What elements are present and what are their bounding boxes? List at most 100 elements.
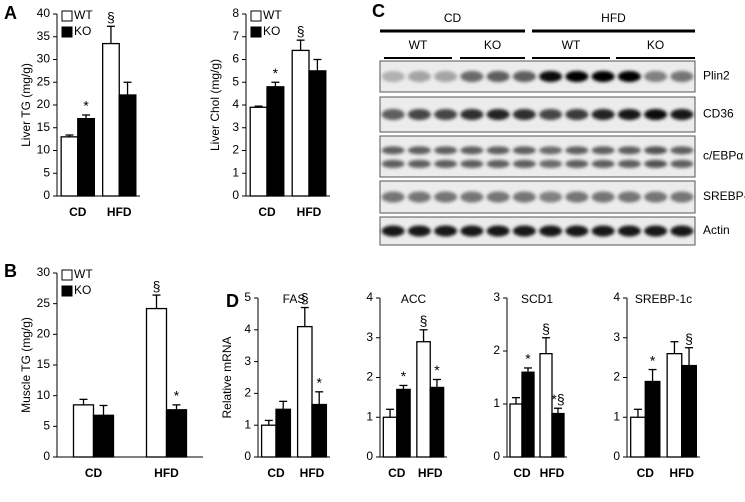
blot-band bbox=[407, 71, 431, 82]
blot-band bbox=[539, 109, 563, 120]
x-tick-label: CD bbox=[267, 466, 285, 480]
annotation: § bbox=[542, 320, 550, 336]
bar bbox=[509, 403, 523, 458]
y-tick-label: 1 bbox=[366, 409, 373, 423]
x-tick-label: HFD bbox=[418, 466, 443, 480]
panel-letter: C bbox=[372, 1, 385, 21]
y-tick-label: 0 bbox=[43, 449, 50, 463]
blot-group-label: HFD bbox=[601, 11, 626, 25]
bar bbox=[260, 424, 277, 458]
blot-band bbox=[486, 146, 510, 155]
blot-band bbox=[512, 109, 536, 120]
x-tick-label: CD bbox=[69, 205, 87, 219]
blot-band bbox=[460, 146, 484, 155]
y-tick-label: 5 bbox=[244, 290, 251, 304]
y-tick-label: 40 bbox=[37, 6, 51, 20]
bar bbox=[102, 42, 120, 197]
blot-band bbox=[460, 191, 484, 203]
y-axis-label: Liver Chol (mg/g) bbox=[208, 59, 222, 151]
bar bbox=[249, 106, 268, 197]
blot-band bbox=[644, 146, 668, 155]
blot-band bbox=[460, 109, 484, 120]
y-tick-label: 8 bbox=[232, 6, 239, 20]
annotation: § bbox=[153, 278, 161, 294]
legend-swatch bbox=[250, 26, 262, 38]
blot-band bbox=[381, 109, 405, 120]
y-tick-label: 2 bbox=[366, 370, 373, 384]
blot-band bbox=[591, 71, 615, 82]
annotation: * bbox=[434, 362, 440, 378]
blot-band bbox=[486, 71, 510, 82]
y-tick-label: 1 bbox=[613, 409, 620, 423]
annotation: * bbox=[525, 351, 531, 367]
y-tick-label: 0 bbox=[43, 188, 50, 202]
blot-band bbox=[617, 191, 641, 203]
bar bbox=[416, 341, 431, 458]
annotation: * bbox=[316, 375, 322, 391]
x-tick-label: CD bbox=[637, 466, 655, 480]
blot-band bbox=[512, 191, 536, 203]
panel-letter: D bbox=[226, 291, 239, 311]
bar bbox=[72, 404, 95, 458]
legend-label: WT bbox=[74, 267, 93, 281]
y-tick-label: 5 bbox=[232, 74, 239, 88]
legend-label: WT bbox=[263, 8, 282, 22]
x-tick-label: HFD bbox=[540, 466, 565, 480]
blot-band bbox=[434, 71, 458, 82]
y-axis-label: Liver TG (mg/g) bbox=[19, 63, 33, 147]
bar bbox=[666, 352, 683, 458]
blot-strip bbox=[379, 216, 696, 246]
annotation: § bbox=[107, 9, 115, 25]
blot-band bbox=[644, 159, 668, 168]
y-tick-label: 4 bbox=[613, 290, 620, 304]
blot-band bbox=[591, 146, 615, 155]
blot-band bbox=[591, 191, 615, 203]
blot-band bbox=[539, 146, 563, 155]
blot-band bbox=[644, 191, 668, 203]
blot-band bbox=[486, 159, 510, 168]
x-tick-label: HFD bbox=[300, 466, 325, 480]
legend-swatch bbox=[61, 10, 73, 22]
blot-band-label: Actin bbox=[703, 223, 730, 237]
blot-band bbox=[565, 159, 589, 168]
x-tick-label: HFD bbox=[297, 205, 322, 219]
blot-band bbox=[434, 191, 458, 203]
annotation: § bbox=[685, 330, 693, 346]
blot-band-label: Plin2 bbox=[703, 69, 730, 83]
blot-band bbox=[460, 159, 484, 168]
blot-band bbox=[460, 225, 484, 237]
blot-band bbox=[381, 225, 405, 237]
y-tick-label: 1 bbox=[244, 417, 251, 431]
blot-band bbox=[591, 109, 615, 120]
chart-title: SREBP-1c bbox=[635, 292, 692, 306]
blot-band bbox=[486, 109, 510, 120]
blot-band bbox=[565, 225, 589, 237]
legend-swatch bbox=[61, 285, 73, 297]
blot-strip bbox=[379, 180, 696, 214]
blot-band bbox=[565, 146, 589, 155]
blot-band-label: CD36 bbox=[703, 107, 734, 121]
blot-band bbox=[670, 225, 694, 237]
legend-swatch bbox=[250, 10, 262, 22]
legend-swatch bbox=[61, 26, 73, 38]
legend-swatch bbox=[61, 269, 73, 281]
blot-band bbox=[434, 146, 458, 155]
blot-band bbox=[512, 146, 536, 155]
legend-label: KO bbox=[74, 24, 91, 38]
bar bbox=[266, 86, 285, 197]
bar bbox=[296, 325, 313, 458]
x-tick-label: CD bbox=[513, 466, 531, 480]
y-tick-label: 6 bbox=[232, 52, 239, 66]
bar bbox=[396, 388, 411, 458]
y-tick-label: 0 bbox=[613, 449, 620, 463]
blot-genotype-label: WT bbox=[409, 38, 428, 52]
blot-genotype-label: KO bbox=[647, 38, 664, 52]
annotation: * bbox=[401, 368, 407, 384]
y-tick-label: 1 bbox=[232, 165, 239, 179]
blot-band bbox=[565, 71, 589, 82]
y-tick-label: 3 bbox=[613, 330, 620, 344]
y-tick-label: 20 bbox=[37, 327, 51, 341]
bar bbox=[118, 94, 137, 197]
blot-band bbox=[644, 225, 668, 237]
